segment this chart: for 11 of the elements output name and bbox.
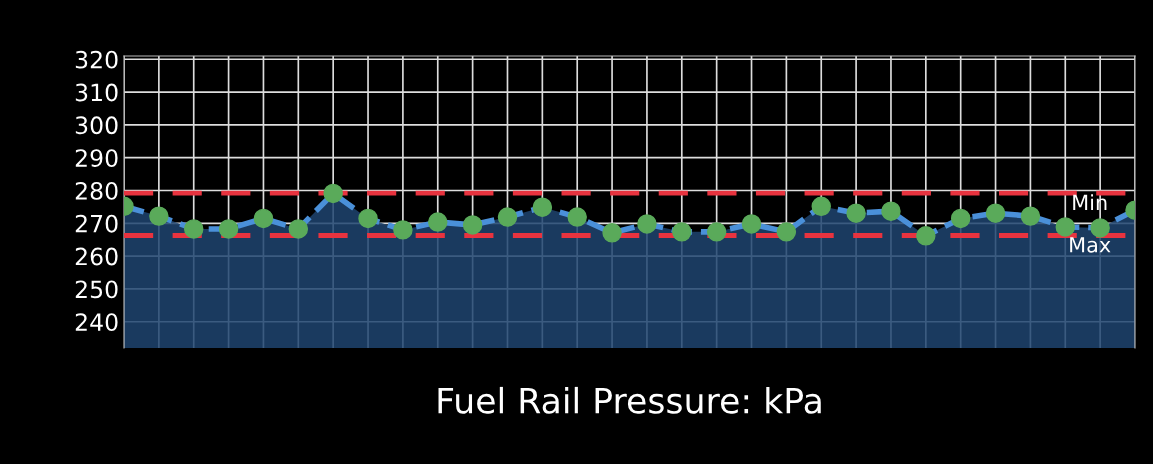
ref-line-label: Max [1070,237,1111,253]
y-tick-label: 300 [75,116,118,135]
y-tick-label: 250 [75,280,118,299]
y-tick-label: 260 [75,247,118,266]
y-tick-label: 290 [75,149,118,168]
x-axis-title: Fuel Rail Pressure: kPa [438,386,821,414]
y-tick-label: 240 [75,313,118,332]
y-tick-label: 280 [75,181,118,200]
y-tick-label: 320 [75,50,118,69]
y-tick-label: 270 [75,214,118,233]
y-tick-label: 310 [75,83,118,102]
